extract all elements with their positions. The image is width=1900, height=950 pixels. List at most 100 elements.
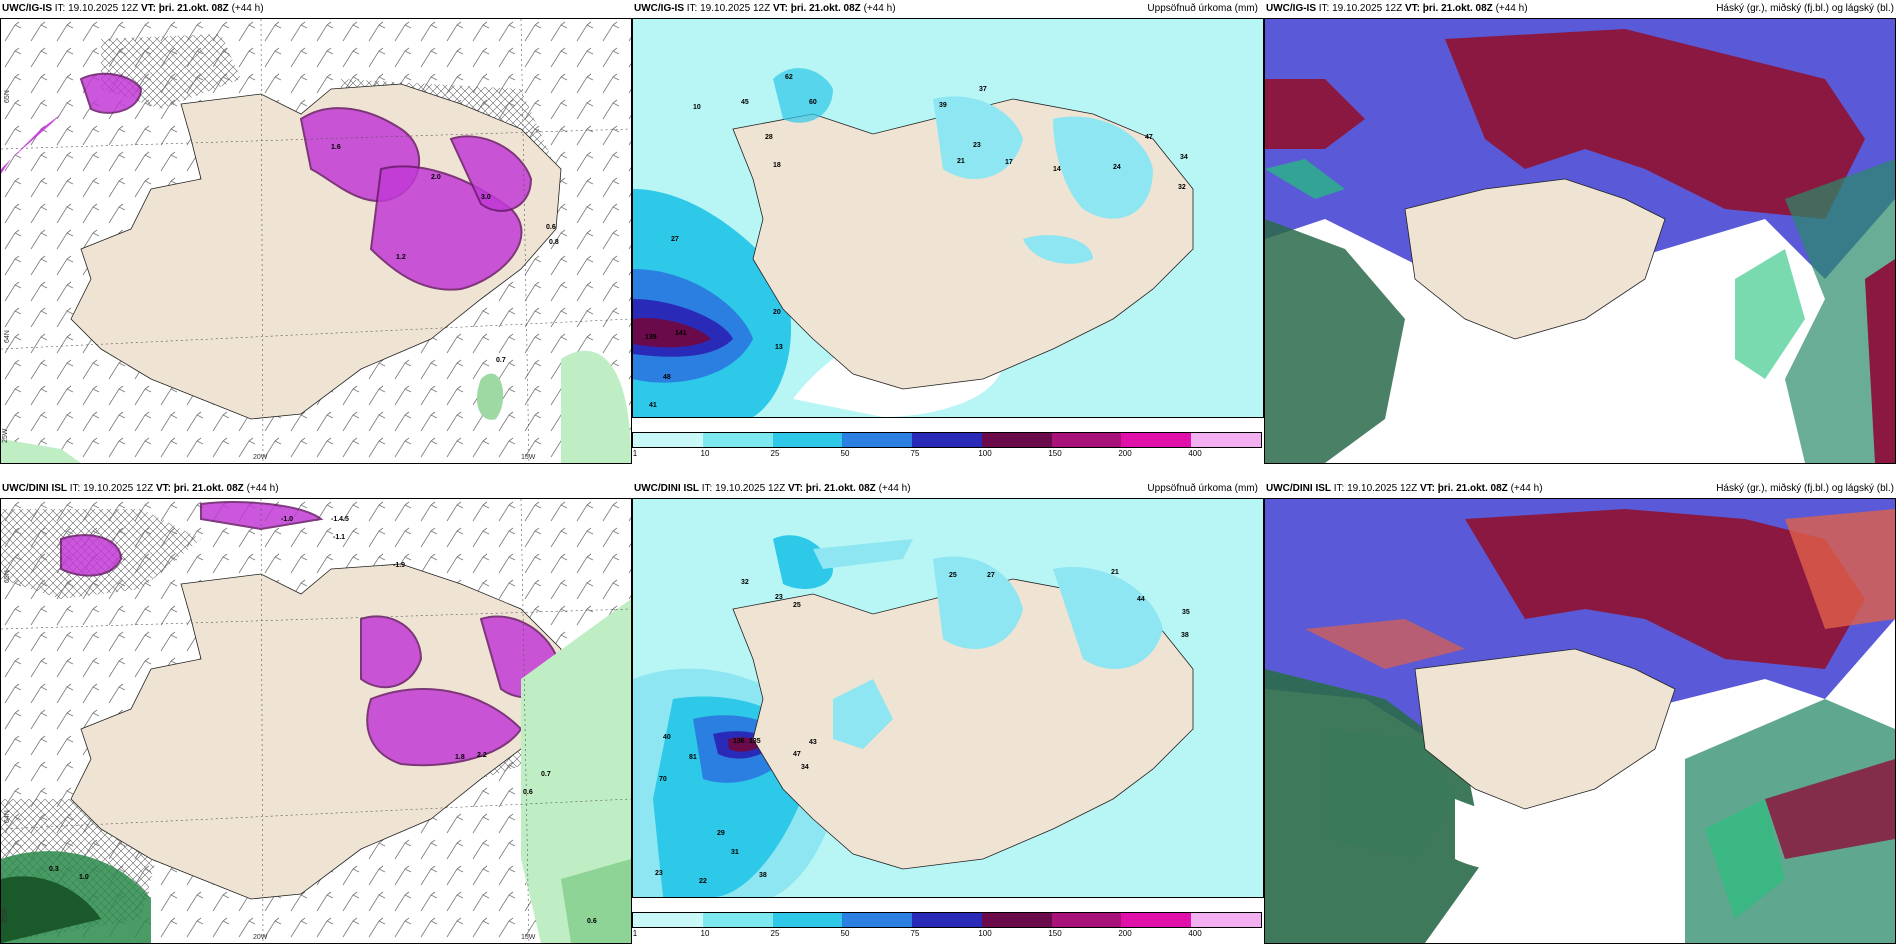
- colorbar-tick: 50: [840, 929, 850, 938]
- precip-value: 21: [957, 158, 965, 165]
- precip-value: 70: [659, 776, 667, 783]
- precip-value: 38: [1181, 632, 1189, 639]
- precip-value: 38: [759, 872, 767, 879]
- precip-value: 23: [775, 594, 783, 601]
- colorbar-cell: [772, 913, 843, 927]
- value-label: 0.6: [587, 918, 597, 925]
- variable-label: Uppsöfnuð úrkoma (mm): [1147, 483, 1258, 494]
- value-label: 3.0: [481, 194, 491, 201]
- axis-label-15w: 15W: [521, 934, 536, 941]
- colorbar-cell: [981, 913, 1052, 927]
- colorbar-cell: [1051, 433, 1122, 447]
- precip-value: 31: [731, 849, 739, 856]
- wind-map: 20W 15W 65N 64N 25W 0.7 0.6 0.8 1.2 1.6 …: [0, 18, 632, 464]
- axis-label-15w: 15W: [521, 454, 536, 461]
- variable-label: Háský (gr.), miðský (fj.bl.) og lágský (…: [1716, 3, 1894, 14]
- colorbar-cell: [912, 433, 982, 447]
- colorbar-cell: [1191, 913, 1262, 927]
- precip-value: 37: [979, 86, 987, 93]
- colorbar-tick: 150: [1048, 449, 1062, 458]
- precip-value: 135: [749, 738, 761, 745]
- wind-map-svg: 20W 15W 65N 64N 25W 0.7 0.6 0.8 1.2 1.6 …: [1, 19, 631, 463]
- axis-label-20w: 20W: [253, 934, 268, 941]
- value-label: 0.8: [549, 239, 559, 246]
- precip-value: 81: [689, 754, 697, 761]
- colorbar-cell: [912, 913, 982, 927]
- precip-value: 17: [1005, 159, 1013, 166]
- axis-label-25w: 25W: [2, 428, 9, 443]
- cloud-map: [1264, 498, 1896, 944]
- precip-value: 141: [675, 330, 687, 337]
- value-label: 2.2: [477, 752, 487, 759]
- colorbar-tick: 100: [978, 449, 992, 458]
- panel-title: UWC/DINI ISL IT: 19.10.2025 12Z VT: þri.…: [1266, 483, 1894, 494]
- precip-value: 32: [741, 579, 749, 586]
- variable-label: Uppsöfnuð úrkoma (mm): [1147, 3, 1258, 14]
- colorbar-tick: 150: [1048, 929, 1062, 938]
- value-label: -1.4.5: [331, 516, 349, 523]
- precip-value: 44: [1137, 596, 1145, 603]
- precip-value: 34: [801, 764, 809, 771]
- value-label: 1.2: [396, 254, 406, 261]
- colorbar-tick: 25: [770, 449, 780, 458]
- colorbar-tick: 25: [770, 929, 780, 938]
- precip-value: 24: [1113, 164, 1121, 171]
- precip-value: 25: [793, 602, 801, 609]
- value-label: 0.3: [49, 866, 59, 873]
- bottom-wind-panel: UWC/DINI ISL IT: 19.10.2025 12Z VT: þri.…: [0, 480, 632, 950]
- wind-map: 20W 15W 65N 64N 25W -1.0 -1.4.5 -1.1 -1.…: [0, 498, 632, 944]
- bottom-precip-panel: UWC/DINI ISL IT: 19.10.2025 12Z VT: þri.…: [632, 480, 1264, 950]
- colorbar-cell: [1121, 913, 1192, 927]
- colorbar-cell: [842, 433, 913, 447]
- colorbar-tick: 10: [700, 449, 710, 458]
- panel-title: UWC/IG-IS IT: 19.10.2025 12Z VT: þri. 21…: [2, 3, 264, 14]
- colorbar-tick: 400: [1188, 929, 1202, 938]
- precip-value: 139: [645, 334, 657, 341]
- colorbar-tick: 75: [910, 449, 920, 458]
- value-label: 0.6: [523, 789, 533, 796]
- bottom-cloud-panel: UWC/DINI ISL IT: 19.10.2025 12Z VT: þri.…: [1264, 480, 1900, 950]
- value-label: 2.0: [431, 174, 441, 181]
- panel-title: UWC/DINI ISL IT: 19.10.2025 12Z VT: þri.…: [2, 483, 279, 494]
- axis-label-65n: 65N: [4, 570, 11, 583]
- precip-value: 34: [1180, 154, 1188, 161]
- precip-value: 43: [809, 739, 817, 746]
- top-wind-panel: UWC/IG-IS IT: 19.10.2025 12Z VT: þri. 21…: [0, 0, 632, 470]
- precip-value: 28: [765, 134, 773, 141]
- precip-value: 45: [741, 99, 749, 106]
- value-label: 0.6: [546, 224, 556, 231]
- top-cloud-panel: UWC/IG-IS IT: 19.10.2025 12Z VT: þri. 21…: [1264, 0, 1900, 470]
- value-label: 1.8: [455, 754, 465, 761]
- value-label: -1.0: [281, 516, 293, 523]
- precip-value: 47: [1145, 134, 1153, 141]
- colorbar-cell: [633, 433, 703, 447]
- colorbar-tick: 100: [978, 929, 992, 938]
- value-label: 1.0: [79, 874, 89, 881]
- precip-value: 47: [793, 751, 801, 758]
- colorbar: 1 10 25 50 75 100 150 200 400: [632, 432, 1262, 462]
- colorbar-cell: [981, 433, 1052, 447]
- precip-value: 13: [775, 344, 783, 351]
- precip-value: 10: [693, 104, 701, 111]
- colorbar-cell: [702, 913, 773, 927]
- colorbar-tick: 1: [632, 449, 638, 458]
- precip-value: 29: [717, 830, 725, 837]
- colorbar-tick: 50: [840, 449, 850, 458]
- precip-map: 62 45 60 28 18 39 37 23 21 17 14 24 47 3…: [632, 18, 1264, 418]
- precip-value: 40: [663, 734, 671, 741]
- colorbar-cell: [1191, 433, 1262, 447]
- value-label: -1.1: [333, 534, 345, 541]
- precip-value: 60: [809, 99, 817, 106]
- panel-title: UWC/IG-IS IT: 19.10.2025 12Z VT: þri. 21…: [1266, 3, 1894, 14]
- precip-value: 48: [663, 374, 671, 381]
- colorbar-cell: [842, 913, 913, 927]
- colorbar-cell: [702, 433, 773, 447]
- precip-value: 21: [1111, 569, 1119, 576]
- precip-value: 23: [973, 142, 981, 149]
- value-label: 1.6: [331, 144, 341, 151]
- precip-value: 20: [773, 309, 781, 316]
- precip-value: 35: [1182, 609, 1190, 616]
- precip-value: 25: [949, 572, 957, 579]
- colorbar-tick: 75: [910, 929, 920, 938]
- cloud-map: [1264, 18, 1896, 464]
